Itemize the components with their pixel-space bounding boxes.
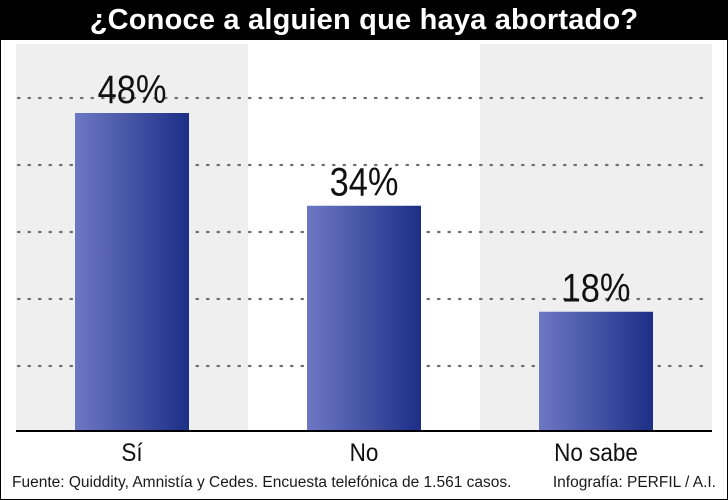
source-note: Fuente: Quiddity, Amnistía y Cedes. Encu… xyxy=(12,474,512,491)
title-bar: ¿Conoce a alguien que haya abortado? xyxy=(0,0,728,40)
value-label-3: 18% xyxy=(562,265,631,310)
bar-chart: 48% 34% 18% Sí No No sabe xyxy=(16,44,712,467)
category-label-2: No xyxy=(350,439,379,467)
bar-1 xyxy=(75,113,189,431)
category-label-1: Sí xyxy=(121,439,143,467)
footer: Fuente: Quiddity, Amnistía y Cedes. Encu… xyxy=(12,472,716,494)
category-label-3: No sabe xyxy=(554,439,638,467)
bar-3 xyxy=(539,311,653,431)
chart-title: ¿Conoce a alguien que haya abortado? xyxy=(89,3,639,36)
credit-note: Infografía: PERFIL / A.I. xyxy=(552,474,716,491)
bar-2 xyxy=(307,205,421,431)
value-label-1: 48% xyxy=(98,67,167,112)
value-label-2: 34% xyxy=(330,159,399,204)
